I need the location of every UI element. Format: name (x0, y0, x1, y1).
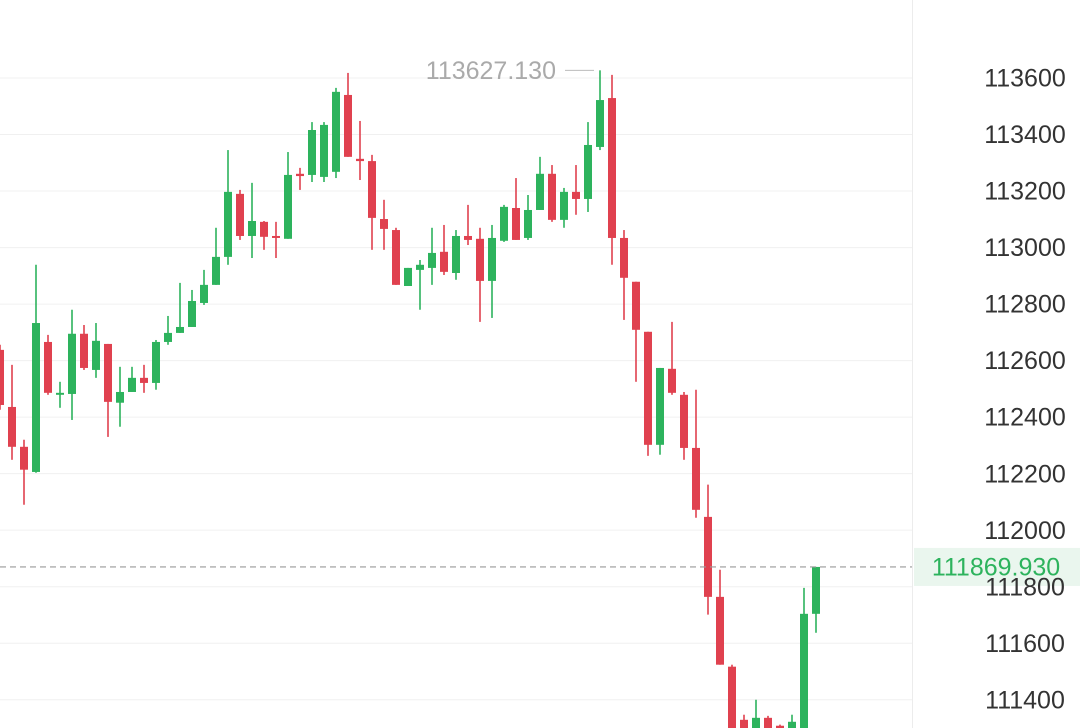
overlay: 113627.130 111869.930 (0, 57, 1080, 586)
candle-body (596, 100, 604, 147)
candle-body (404, 267, 412, 286)
candle-body (452, 235, 460, 273)
y-tick-label: 113200 (984, 178, 1066, 206)
candle-body (416, 264, 424, 270)
candle-body (248, 221, 256, 236)
candle-body (608, 98, 616, 238)
candle-body (572, 191, 580, 199)
candle-body (32, 323, 40, 472)
y-tick-label: 112600 (984, 347, 1066, 375)
candle-body (788, 721, 796, 728)
candle-body (344, 94, 352, 157)
candle-body (0, 349, 4, 405)
candle-body (152, 341, 160, 383)
candle-body (20, 446, 28, 470)
candle-body (116, 391, 124, 403)
candle-body (476, 238, 484, 281)
max-label: 113627.130 (426, 57, 556, 85)
candle-body (272, 235, 280, 238)
candle-body (716, 596, 724, 665)
candle-body (68, 333, 76, 394)
candle-body (776, 725, 784, 728)
y-tick-label: 112200 (984, 460, 1066, 488)
candle-body (92, 340, 100, 370)
candle-body (560, 191, 568, 220)
y-tick-label: 111400 (985, 686, 1065, 714)
candle-body (236, 193, 244, 236)
candle-body (368, 161, 376, 218)
candle-body (188, 300, 196, 327)
candle-body (512, 208, 520, 240)
y-tick-label: 111800 (985, 573, 1065, 601)
candle-body (668, 368, 676, 393)
candle-body (176, 326, 184, 333)
candle-body (752, 717, 760, 728)
candle-body (332, 91, 340, 172)
candle-body (80, 333, 88, 368)
candle-body (440, 251, 448, 272)
candle-body (728, 666, 736, 728)
candle-body (200, 284, 208, 303)
candle-body (128, 377, 136, 392)
y-tick-label: 113000 (984, 234, 1066, 262)
candles (0, 70, 820, 728)
y-tick-label: 112000 (984, 517, 1066, 545)
candle-body (104, 343, 112, 402)
candle-body (632, 281, 640, 330)
candle-body (260, 221, 268, 237)
grid (0, 77, 912, 701)
candle-body (44, 341, 52, 393)
candle-body (8, 406, 16, 447)
candle-body (380, 219, 388, 229)
candle-body (320, 124, 328, 177)
candle-body (356, 158, 364, 162)
candle-body (56, 392, 64, 395)
candle-body (164, 332, 172, 342)
candle-body (812, 566, 820, 614)
candle-body (428, 252, 436, 268)
candle-body (620, 237, 628, 278)
candle-body (740, 719, 748, 728)
y-tick-label: 111600 (985, 630, 1065, 658)
y-tick-label: 113600 (984, 65, 1066, 93)
candle-body (644, 331, 652, 445)
y-tick-label: 112400 (984, 404, 1066, 432)
candle-body (692, 447, 700, 510)
candle-body (392, 230, 400, 285)
candle-body (500, 206, 508, 241)
y-tick-label: 112800 (984, 291, 1066, 319)
candle-body (800, 613, 808, 728)
last-price-box (914, 547, 1080, 586)
last-price-label: 111869.930 (932, 554, 1060, 582)
candle-body (764, 717, 772, 728)
candle-body (548, 173, 556, 220)
candle-body (224, 191, 232, 257)
candle-body (680, 394, 688, 448)
candle-body (212, 256, 220, 285)
candle-body (488, 237, 496, 281)
candle-body (536, 173, 544, 210)
candle-body (464, 235, 472, 240)
candle-body (284, 174, 292, 239)
candle-body (296, 173, 304, 177)
candle-body (584, 144, 592, 199)
y-tick-label: 113400 (984, 121, 1066, 149)
candle-body (656, 367, 664, 445)
candle-body (140, 377, 148, 383)
candle-body (524, 209, 532, 238)
candle-body (704, 516, 712, 597)
candle-body (308, 130, 316, 175)
y-axis: 111400 111600 111800 112000 112200 112400 1126… (984, 65, 1066, 715)
